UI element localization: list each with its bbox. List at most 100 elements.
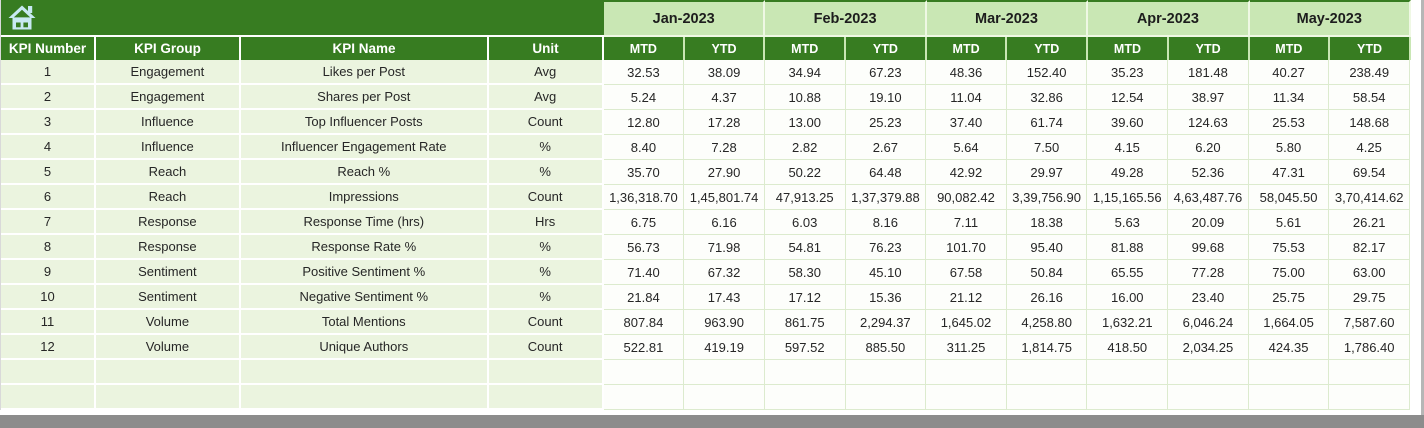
cell-mar-2023-mtd[interactable]: 311.25 (926, 335, 1007, 360)
cell-apr-2023-ytd[interactable]: 2,034.25 (1168, 335, 1249, 360)
cell-mar-2023-ytd[interactable]: 50.84 (1006, 260, 1088, 285)
cell-apr-2023-mtd[interactable]: 5.63 (1087, 210, 1169, 235)
cell-jan-2023-mtd[interactable]: 21.84 (603, 285, 685, 310)
cell-may-2023-ytd[interactable]: 7,587.60 (1329, 310, 1411, 335)
cell-jan-2023-mtd[interactable]: 56.73 (603, 235, 685, 260)
cell-unit[interactable]: Avg (488, 85, 604, 110)
cell-apr-2023-ytd[interactable]: 4,63,487.76 (1168, 185, 1249, 210)
cell-apr-2023-mtd[interactable]: 1,632.21 (1087, 310, 1169, 335)
cell-mar-2023-mtd[interactable]: 67.58 (926, 260, 1007, 285)
cell-unit[interactable]: % (488, 135, 604, 160)
cell-mar-2023-mtd[interactable]: 11.04 (926, 85, 1007, 110)
cell-apr-2023-ytd[interactable]: 124.63 (1168, 110, 1249, 135)
cell-mar-2023-mtd[interactable]: 48.36 (926, 60, 1007, 85)
cell-may-2023-ytd[interactable]: 26.21 (1329, 210, 1411, 235)
cell-feb-2023-mtd[interactable]: 47,913.25 (764, 185, 846, 210)
cell-mar-2023-ytd[interactable]: 4,258.80 (1006, 310, 1088, 335)
month-header-apr-2023[interactable]: Apr-2023 (1088, 0, 1250, 37)
cell-may-2023-ytd[interactable]: 238.49 (1329, 60, 1411, 85)
cell-may-2023-mtd[interactable]: 424.35 (1248, 335, 1330, 360)
cell-apr-2023-ytd[interactable]: 6.20 (1168, 135, 1249, 160)
cell-apr-2023-ytd[interactable]: 20.09 (1168, 210, 1249, 235)
cell-kpi-name[interactable]: Total Mentions (240, 310, 489, 335)
cell-kpi-name[interactable] (240, 385, 489, 410)
cell-feb-2023-ytd[interactable]: 67.23 (845, 60, 927, 85)
subheader-apr-2023-ytd[interactable]: YTD (1168, 37, 1250, 60)
cell-kpi-number[interactable]: 2 (1, 85, 96, 110)
subheader-may-2023-ytd[interactable]: YTD (1330, 37, 1411, 60)
cell-kpi-number[interactable]: 11 (1, 310, 96, 335)
cell-feb-2023-mtd[interactable]: 597.52 (764, 335, 846, 360)
cell-mar-2023-mtd[interactable]: 5.64 (926, 135, 1007, 160)
cell-jan-2023-mtd[interactable] (603, 360, 685, 385)
cell-jan-2023-ytd[interactable]: 7.28 (684, 135, 765, 160)
cell-kpi-number[interactable]: 6 (1, 185, 96, 210)
cell-jan-2023-mtd[interactable]: 35.70 (603, 160, 685, 185)
cell-feb-2023-mtd[interactable]: 2.82 (764, 135, 846, 160)
cell-apr-2023-mtd[interactable]: 49.28 (1087, 160, 1169, 185)
cell-may-2023-mtd[interactable]: 58,045.50 (1248, 185, 1330, 210)
cell-jan-2023-mtd[interactable]: 522.81 (603, 335, 685, 360)
cell-may-2023-mtd[interactable] (1248, 385, 1330, 410)
cell-may-2023-ytd[interactable] (1329, 385, 1411, 410)
subheader-apr-2023-mtd[interactable]: MTD (1088, 37, 1169, 60)
cell-may-2023-ytd[interactable]: 58.54 (1329, 85, 1411, 110)
cell-unit[interactable] (488, 360, 604, 385)
month-header-may-2023[interactable]: May-2023 (1249, 0, 1411, 37)
cell-kpi-number[interactable] (1, 360, 96, 385)
cell-kpi-group[interactable]: Influence (95, 135, 241, 160)
cell-jan-2023-ytd[interactable]: 17.43 (684, 285, 765, 310)
cell-jan-2023-mtd[interactable] (603, 385, 685, 410)
cell-jan-2023-ytd[interactable]: 419.19 (684, 335, 765, 360)
cell-mar-2023-ytd[interactable]: 18.38 (1006, 210, 1088, 235)
cell-kpi-number[interactable]: 9 (1, 260, 96, 285)
cell-feb-2023-ytd[interactable]: 2.67 (845, 135, 927, 160)
cell-kpi-group[interactable]: Reach (95, 185, 241, 210)
cell-mar-2023-ytd[interactable]: 152.40 (1006, 60, 1088, 85)
cell-feb-2023-mtd[interactable]: 54.81 (764, 235, 846, 260)
cell-may-2023-mtd[interactable]: 25.53 (1248, 110, 1330, 135)
cell-mar-2023-ytd[interactable]: 1,814.75 (1006, 335, 1088, 360)
cell-kpi-group[interactable] (95, 360, 241, 385)
cell-may-2023-mtd[interactable]: 75.53 (1248, 235, 1330, 260)
cell-may-2023-mtd[interactable]: 47.31 (1248, 160, 1330, 185)
cell-feb-2023-ytd[interactable]: 19.10 (845, 85, 927, 110)
cell-apr-2023-mtd[interactable]: 418.50 (1087, 335, 1169, 360)
cell-apr-2023-mtd[interactable]: 16.00 (1087, 285, 1169, 310)
home-button[interactable] (1, 0, 604, 37)
cell-kpi-name[interactable] (240, 360, 489, 385)
cell-kpi-group[interactable]: Reach (95, 160, 241, 185)
cell-mar-2023-ytd[interactable] (1006, 385, 1088, 410)
cell-may-2023-ytd[interactable]: 4.25 (1329, 135, 1411, 160)
cell-feb-2023-mtd[interactable]: 6.03 (764, 210, 846, 235)
cell-jan-2023-mtd[interactable]: 71.40 (603, 260, 685, 285)
subheader-mar-2023-mtd[interactable]: MTD (926, 37, 1008, 60)
cell-feb-2023-mtd[interactable]: 34.94 (764, 60, 846, 85)
cell-mar-2023-mtd[interactable]: 90,082.42 (926, 185, 1007, 210)
cell-mar-2023-mtd[interactable]: 42.92 (926, 160, 1007, 185)
cell-kpi-number[interactable]: 3 (1, 110, 96, 135)
cell-mar-2023-ytd[interactable]: 7.50 (1006, 135, 1088, 160)
cell-may-2023-ytd[interactable] (1329, 360, 1411, 385)
cell-kpi-group[interactable]: Sentiment (95, 260, 241, 285)
cell-apr-2023-ytd[interactable]: 52.36 (1168, 160, 1249, 185)
cell-apr-2023-ytd[interactable]: 181.48 (1168, 60, 1249, 85)
cell-apr-2023-mtd[interactable]: 65.55 (1087, 260, 1169, 285)
cell-unit[interactable]: Count (488, 110, 604, 135)
cell-mar-2023-ytd[interactable]: 29.97 (1006, 160, 1088, 185)
cell-mar-2023-ytd[interactable]: 3,39,756.90 (1006, 185, 1088, 210)
cell-feb-2023-ytd[interactable]: 64.48 (845, 160, 927, 185)
cell-feb-2023-ytd[interactable]: 885.50 (845, 335, 927, 360)
cell-feb-2023-ytd[interactable]: 1,37,379.88 (845, 185, 927, 210)
column-header-unit[interactable]: Unit (489, 37, 604, 60)
cell-kpi-group[interactable]: Engagement (95, 85, 241, 110)
cell-kpi-number[interactable]: 12 (1, 335, 96, 360)
cell-may-2023-mtd[interactable]: 1,664.05 (1248, 310, 1330, 335)
cell-may-2023-mtd[interactable]: 25.75 (1248, 285, 1330, 310)
cell-kpi-name[interactable]: Impressions (240, 185, 489, 210)
cell-unit[interactable]: Count (488, 310, 604, 335)
cell-apr-2023-mtd[interactable] (1087, 385, 1169, 410)
cell-kpi-name[interactable]: Response Time (hrs) (240, 210, 489, 235)
cell-kpi-number[interactable]: 1 (1, 60, 96, 85)
month-header-mar-2023[interactable]: Mar-2023 (926, 0, 1089, 37)
